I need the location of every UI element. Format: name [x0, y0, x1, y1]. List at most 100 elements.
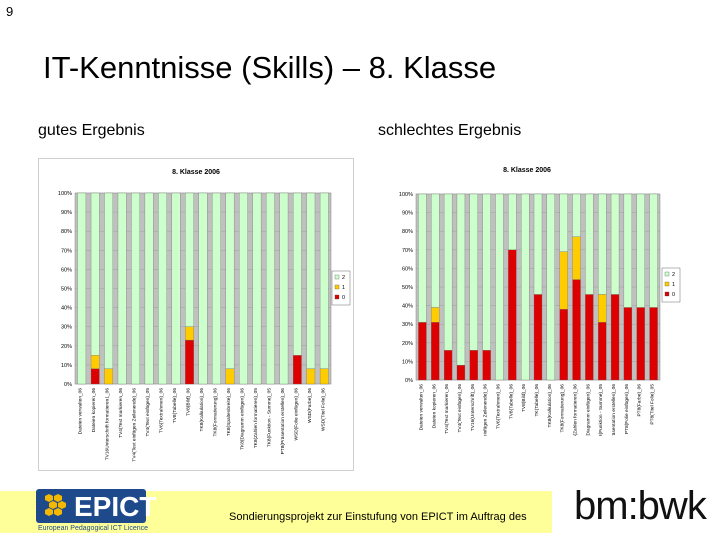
bar-segment-0 — [443, 350, 453, 381]
bar-segment-2 — [546, 193, 555, 381]
bar-segment-2 — [443, 193, 453, 351]
y-tick-label: 90% — [402, 211, 413, 217]
chart-right: 8. Klasse 2006 0% 10% 20% 30% 40% 50% 60% 70% 80%… — [372, 160, 684, 436]
x-tick-label: TK8(Spaltenbreite)_06 — [226, 388, 232, 437]
bar-segment-2 — [306, 192, 316, 369]
x-tick-label: TV4(Text markieren_06 — [444, 384, 450, 434]
bmbwk-logo: bm:bwk — [574, 484, 707, 528]
bar-segment-2 — [171, 192, 181, 385]
x-tick-label: TK8(Funktion - Summe)_05 — [598, 384, 604, 436]
bar-segment-2 — [508, 193, 517, 250]
label-bad-result: schlechtes Ergebnis — [378, 122, 522, 139]
bar-segment-2 — [292, 192, 302, 356]
bar-segment-2 — [239, 192, 248, 385]
x-tick-label: TK8(Formatierung)_06 — [560, 384, 566, 433]
bar-segment-2 — [456, 193, 466, 366]
x-tick-label: PT8(Präsentation erstellen)_06 — [280, 388, 286, 455]
bar-segment-2 — [158, 192, 167, 385]
bar-segment-2 — [279, 192, 289, 385]
x-tick-label: Dateien kopieren_06 — [91, 388, 97, 433]
label-good-result: gutes Ergebnis — [38, 122, 145, 139]
bar-segment-2 — [636, 193, 645, 308]
x-tick-label: TK8(Zahlen formatieren)_05 — [253, 388, 259, 449]
x-tick-label: WSD(Farbe)_06 — [307, 388, 313, 423]
legend: 2 1 0 — [661, 267, 681, 303]
y-tick-label: 0% — [64, 382, 72, 388]
chart-left: 8. Klasse 2006 0% 10% 20% 30% 40% 50% 60% 70% 80%… — [38, 158, 354, 471]
bar-segment-2 — [482, 193, 491, 351]
bar-segment-2 — [649, 193, 658, 308]
bar-segment-2 — [104, 192, 114, 369]
x-tick-label: Dateien verwalten_06 — [418, 384, 424, 431]
x-tick-label: TV16Unterschrift formatieren1_06 — [105, 388, 111, 461]
y-tick-label: 10% — [402, 359, 413, 365]
y-tick-label: 20% — [61, 344, 72, 350]
bar-segment-2 — [252, 192, 262, 385]
bar-segment-2 — [533, 193, 543, 295]
legend-swatch — [334, 294, 340, 300]
x-tick-label: TK(Tabelle)_06 — [534, 384, 540, 417]
bar-segment-2 — [131, 192, 140, 385]
footer-text: Sondierungsprojekt zur Einstufung von EP… — [229, 511, 527, 523]
bar-segment-2 — [431, 193, 440, 308]
bar-segment-2 — [598, 193, 607, 295]
bar-segment-0 — [636, 307, 645, 381]
y-tick-label: 0% — [405, 378, 413, 384]
legend-label: 0 — [672, 292, 675, 298]
slide-number: 9 — [6, 4, 14, 19]
bar-segment-2 — [610, 193, 620, 295]
chart-title: 8. Klasse 2006 — [172, 169, 220, 176]
bar-segment-1 — [90, 355, 100, 369]
y-tick-label: 30% — [61, 325, 72, 331]
x-tick-label: TV4(Text einfügen Zeilenende)_06 — [132, 388, 138, 462]
honeycomb-icon — [45, 494, 66, 516]
legend-label: 0 — [342, 295, 345, 301]
bar-segment-0 — [185, 339, 194, 385]
x-tick-label: TV8(Tabelle)_06 — [508, 384, 514, 420]
bar-segment-1 — [185, 326, 194, 341]
x-tick-label: TK8(Diagramm einfügen)_06 — [239, 388, 245, 450]
x-tick-label: TK8(Zahlen formatieren)_06 — [573, 384, 579, 436]
bar-segment-1 — [306, 368, 316, 385]
bar-segment-0 — [508, 249, 517, 381]
bar-segment-0 — [559, 309, 568, 381]
x-tick-label: TV8(Bild)_06 — [521, 384, 527, 412]
epict-logo: EPICT European Pedagogical ICT Licence — [36, 489, 156, 535]
x-tick-label: PT8(Präsentation erstellen)_06 — [611, 384, 617, 436]
bar-segment-0 — [649, 307, 658, 381]
y-tick-label: 40% — [402, 304, 413, 310]
x-tick-label: PT8(Farbe)_06 — [637, 384, 643, 417]
bar-segment-0 — [431, 322, 440, 381]
bar-segment-0 — [610, 294, 620, 381]
chart-title: 8. Klasse 2006 — [503, 167, 551, 174]
bar-segment-0 — [90, 368, 100, 385]
x-tick-label: TK8(Funktion - Summe)_05 — [266, 388, 272, 448]
bar-segment-2 — [469, 193, 478, 351]
bar-segment-2 — [521, 193, 530, 381]
legend: 2 1 0 — [331, 270, 351, 306]
y-tick-label: 40% — [61, 306, 72, 312]
epict-logo-box: EPICT — [36, 489, 156, 523]
x-tick-label: TK8(Kalkulation)_06 — [547, 384, 553, 428]
bar-segment-0 — [418, 322, 427, 381]
bar-segment-2 — [117, 192, 127, 385]
bar-segment-0 — [533, 294, 543, 381]
y-tick-label: 10% — [61, 363, 72, 369]
x-tick-label: WSD(Folie einfügen)_06 — [293, 388, 299, 441]
x-tick-label: WSD(Titel Folie)_06 — [320, 388, 326, 431]
bar-segment-2 — [319, 192, 329, 369]
legend-swatch — [664, 271, 670, 277]
chart-left-svg: 8. Klasse 2006 0% 10% 20% 30% 40% 50% 60% 70% 80%… — [58, 169, 351, 462]
chart-right-svg: 8. Klasse 2006 0% 10% 20% 30% 40% 50% 60% 70% 80%… — [399, 167, 681, 436]
y-tick-label: 20% — [402, 341, 413, 347]
bar-segment-0 — [585, 294, 594, 381]
legend-label: 1 — [672, 282, 675, 288]
y-tick-label: 60% — [402, 266, 413, 272]
x-tick-label: TV16(Unterschrift)_06 — [470, 384, 476, 432]
bar-segment-2 — [144, 192, 154, 385]
x-tick-label: TV4(Text einfügen)_05 — [145, 388, 151, 437]
x-tick-label: TV6(Textrahmen)_06 — [495, 384, 501, 429]
bar-segment-2 — [212, 192, 221, 385]
y-tick-label: 100% — [399, 192, 413, 198]
x-tick-label: TK8(Formatierung)_06 — [212, 388, 218, 437]
